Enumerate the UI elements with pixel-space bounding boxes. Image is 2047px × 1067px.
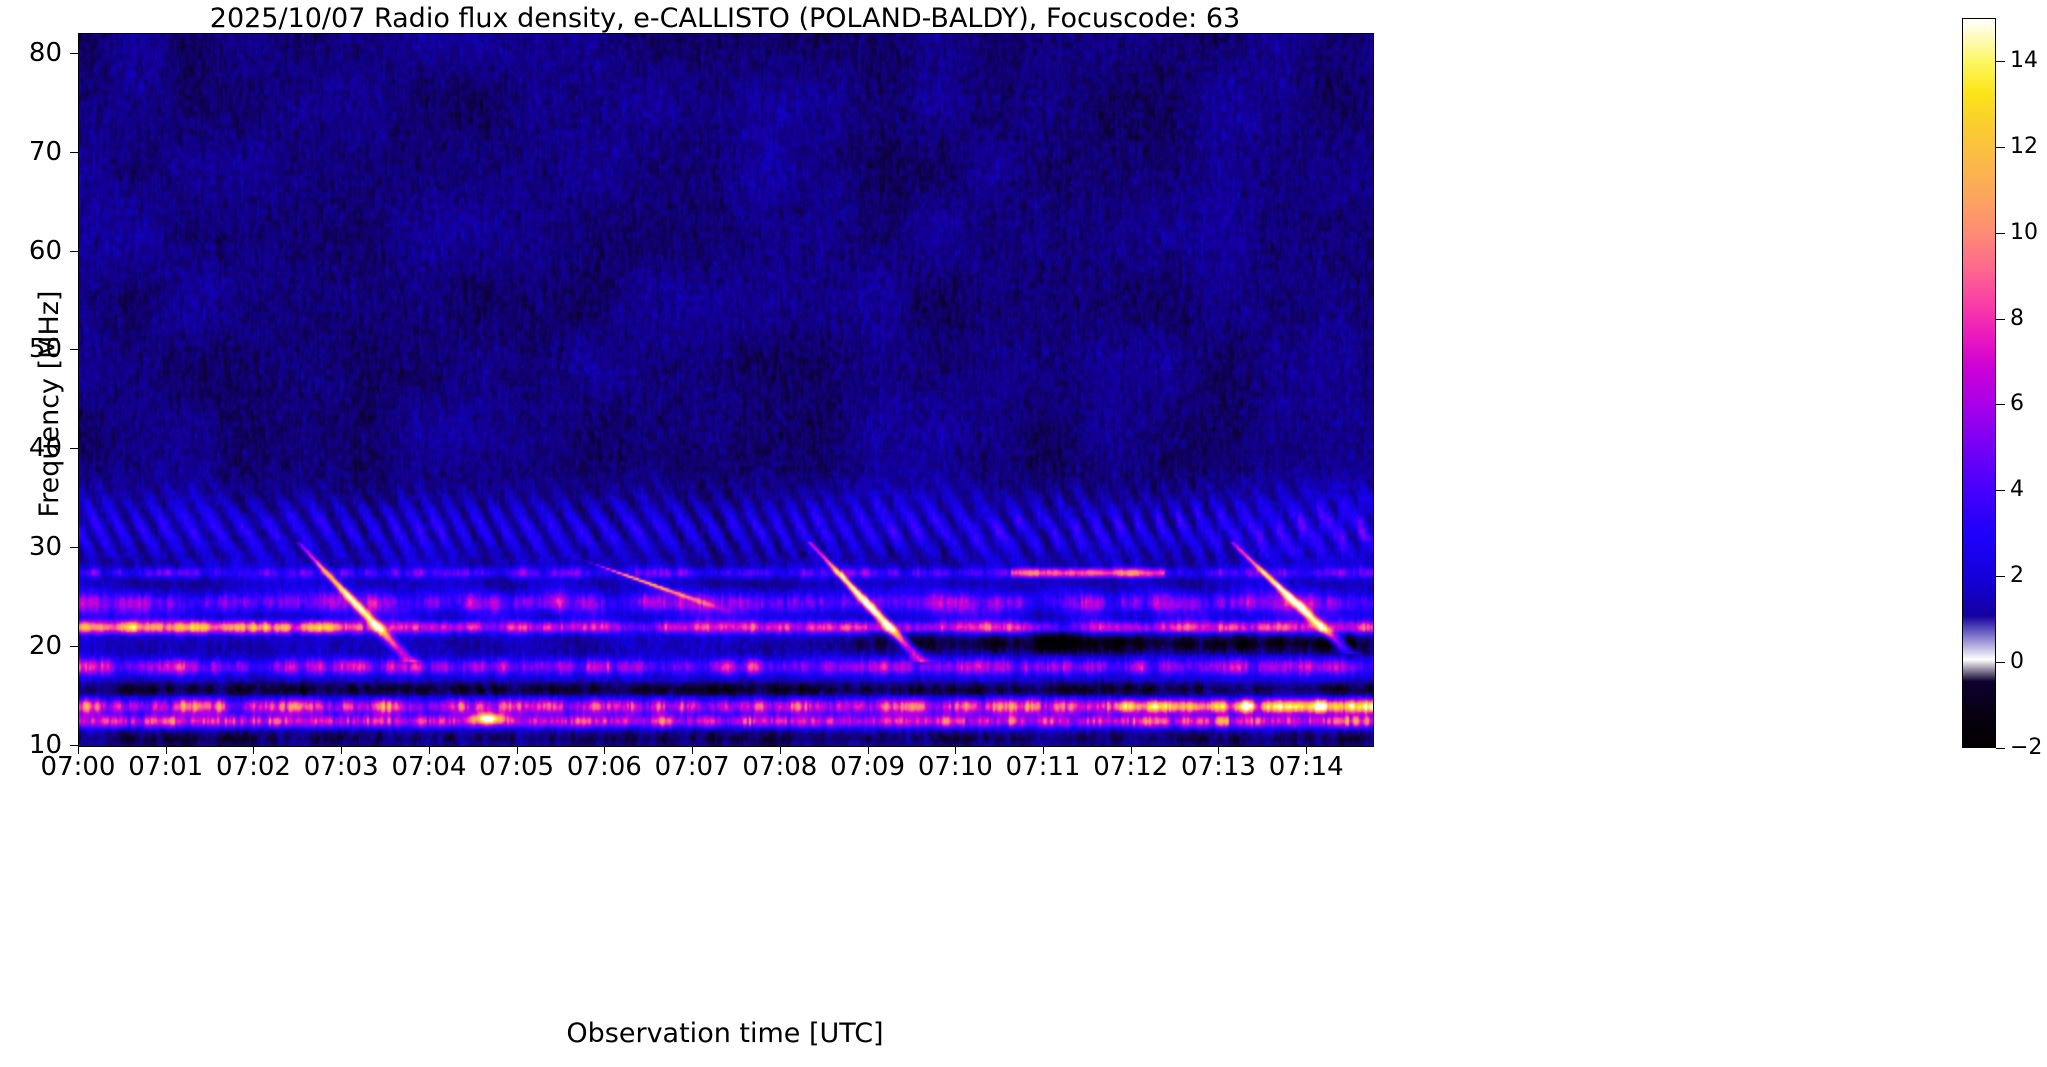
x-tick-mark [428, 746, 430, 754]
y-tick-label: 10 [28, 730, 62, 760]
x-tick-mark [955, 746, 957, 754]
colorbar-tick-mark [1996, 748, 2005, 749]
x-tick-label: 07:11 [1005, 752, 1081, 782]
colorbar-tick-label: −2 [2010, 735, 2043, 760]
x-tick-mark [1218, 746, 1220, 754]
colorbar-tick-mark [1996, 404, 2005, 406]
colorbar-tick-label: 8 [2010, 305, 2024, 331]
colorbar-tick-label: 14 [2010, 47, 2038, 73]
spectrogram-image [79, 34, 1373, 746]
colorbar-tick-mark [1996, 318, 2005, 320]
x-tick-label: 07:01 [128, 752, 204, 782]
x-tick-mark [1130, 746, 1132, 754]
x-tick-mark [341, 746, 343, 754]
x-tick-mark [779, 746, 781, 754]
y-tick-mark [70, 151, 78, 153]
colorbar-tick-label: 12 [2010, 133, 2038, 159]
y-tick-label: 30 [28, 532, 62, 563]
x-tick-label: 07:12 [1093, 752, 1169, 782]
y-tick-mark [70, 448, 78, 450]
colorbar-gradient [1962, 18, 1996, 748]
x-tick-label: 07:09 [830, 752, 906, 782]
colorbar-tick-label: 6 [2010, 391, 2024, 417]
page-title: 2025/10/07 Radio flux density, e-CALLIST… [209, 3, 1241, 34]
y-tick-mark [70, 52, 78, 54]
colorbar-tick-mark [1996, 662, 2005, 664]
x-tick-label: 07:07 [654, 752, 730, 782]
x-axis-label: Observation time [UTC] [566, 1018, 884, 1049]
y-tick-mark [70, 250, 78, 252]
x-tick-mark [867, 746, 869, 754]
y-tick-mark [70, 349, 78, 351]
y-tick-label: 60 [28, 235, 62, 266]
x-tick-mark [1043, 746, 1045, 754]
colorbar-tick-label: 2 [2010, 563, 2024, 589]
colorbar-tick-label: 0 [2010, 649, 2024, 675]
x-tick-mark [253, 746, 255, 754]
colorbar-tick-mark [1996, 576, 2005, 578]
x-tick-label: 07:13 [1181, 752, 1256, 782]
colorbar-tick-mark [1996, 146, 2005, 148]
x-tick-label: 07:10 [917, 752, 993, 782]
x-tick-label: 07:03 [303, 752, 379, 782]
x-tick-mark [165, 746, 167, 754]
x-tick-label: 07:14 [1268, 752, 1344, 782]
x-tick-label: 07:08 [742, 752, 818, 782]
x-tick-label: 07:00 [40, 752, 116, 782]
colorbar-tick-label: 4 [2010, 477, 2024, 503]
y-tick-mark [70, 646, 78, 648]
colorbar-tick-label: 10 [2010, 219, 2038, 245]
x-tick-label: 07:02 [215, 752, 291, 782]
y-tick-label: 20 [28, 631, 62, 662]
y-axis-label: Frequency [MHz] [34, 290, 65, 518]
colorbar-tick-mark [1996, 490, 2005, 492]
colorbar: 14 12 10 8 6 4 2 0 −2 [1962, 18, 2042, 759]
x-tick-mark [692, 746, 694, 754]
y-tick-label: 50 [28, 334, 62, 365]
y-tick-mark [70, 745, 78, 746]
x-tick-label: 07:06 [566, 752, 642, 782]
y-tick-mark [70, 547, 78, 549]
y-tick-label: 40 [28, 433, 62, 464]
x-tick-mark [516, 746, 518, 754]
x-tick-mark [1306, 746, 1308, 754]
colorbar-tick-mark [1996, 232, 2005, 234]
spectrogram-plot-area [78, 33, 1374, 747]
x-tick-label: 07:04 [391, 752, 467, 782]
x-tick-mark [604, 746, 606, 754]
y-tick-label: 70 [28, 136, 62, 167]
x-tick-mark [78, 746, 79, 754]
colorbar-tick-mark [1996, 60, 2005, 62]
y-tick-label: 80 [28, 37, 62, 68]
x-tick-label: 07:05 [479, 752, 555, 782]
